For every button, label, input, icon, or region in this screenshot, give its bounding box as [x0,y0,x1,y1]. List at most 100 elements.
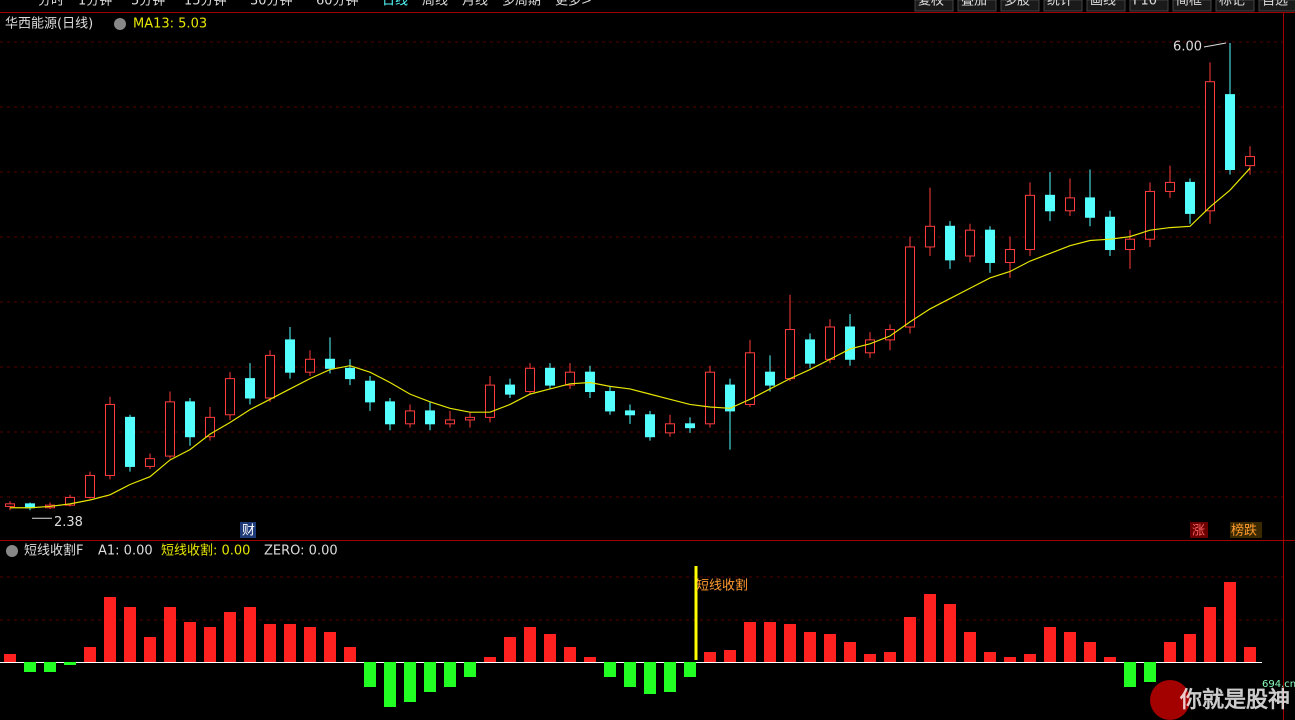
histogram-bar [164,607,176,662]
candle-body [805,339,815,364]
histogram-bar [624,662,636,687]
watermark: 你就是股神 [1179,687,1290,713]
max-arrow [1203,42,1227,48]
toolbar-button[interactable] [1129,0,1169,12]
candle-body [665,423,675,434]
toolbar-button[interactable] [914,0,954,12]
plot: 6.00 2.38 [4,39,1256,707]
histogram-bar [544,634,556,662]
candle-body [1205,81,1215,212]
candle-body [1225,94,1235,170]
candle-body [885,329,895,341]
candle-body [865,339,875,354]
candle-body [225,378,235,416]
tab[interactable]: 周线 [422,0,448,9]
badge[interactable]: 涨 [1192,524,1205,539]
histogram-bar [324,632,336,662]
candle-body [825,326,835,360]
toolbar-label[interactable]: 叠加 [961,0,987,9]
histogram-bar [144,637,156,662]
candle-body [365,380,375,403]
histogram-bar [604,662,616,677]
candle-body [1025,194,1035,251]
legend-entry: A1: 0.00 [98,544,153,559]
histogram-bar [44,662,56,672]
candle-body [965,229,975,257]
histogram-bar [264,624,276,662]
toolbar-button[interactable] [957,0,997,12]
toolbar-label[interactable]: F10 [1133,0,1157,9]
histogram-bar [1124,662,1136,687]
histogram-bar [404,662,416,702]
tab[interactable]: 日线 [382,0,408,9]
histogram-bar [564,647,576,662]
candle-body [185,401,195,438]
badge[interactable]: 榜跌 [1231,523,1257,539]
tab[interactable]: 60分钟 [316,0,359,9]
tab[interactable]: 分时 [38,0,64,9]
frame [0,12,1295,720]
candle-body [125,416,135,467]
histogram-bar [204,627,216,662]
candle-body [565,371,575,386]
candle-body [945,225,955,261]
histogram-bar [904,617,916,662]
toolbar-button[interactable] [1215,0,1255,12]
candle-body [625,410,635,416]
histogram-bar [504,637,516,662]
histogram-bar [184,622,196,662]
badge-bg [1230,522,1262,538]
watermark-site: 694.cn [1262,679,1295,690]
menu-icon[interactable] [6,545,18,557]
tab[interactable]: 15分钟 [184,0,227,9]
candle-body [65,496,75,506]
histogram-bar [944,604,956,662]
histogram-bar [344,647,356,662]
tab[interactable]: 更多> [555,0,592,9]
histogram-bar [244,607,256,662]
histogram-bar [724,650,736,662]
toolbar-label[interactable]: 简框 [1176,0,1202,9]
legend-entry: 短线收割: 0.00 [161,543,250,559]
histogram-bar [64,662,76,665]
candle-body [645,414,655,438]
histogram-bar [304,627,316,662]
toolbar-label[interactable]: 画线 [1090,0,1116,9]
candle-body [505,384,515,395]
tab[interactable]: 5分钟 [131,0,165,9]
toolbar-button[interactable] [1043,0,1083,12]
histogram-bar [1044,627,1056,662]
candle-body [985,229,995,263]
candle-body [285,339,295,373]
tab[interactable]: 月线 [462,0,488,9]
toolbar-label[interactable]: 复权 [918,0,944,9]
histogram-bar [824,634,836,662]
candle-body [325,358,335,369]
menu-icon[interactable] [114,18,126,30]
ma-label: MA13: 5.03 [133,17,207,32]
toolbar-button[interactable] [1000,0,1040,12]
toolbar-label[interactable]: 自选 [1262,0,1288,9]
toolbar-button[interactable] [1086,0,1126,12]
tab[interactable]: 1分钟 [78,0,112,9]
tab[interactable]: 30分钟 [250,0,293,9]
histogram-bar [1064,632,1076,662]
badge-bg [240,522,256,538]
candle-body [705,371,715,425]
legend-entry: ZERO: 0.00 [264,544,338,559]
badge[interactable]: 财 [242,524,255,539]
toolbar-button[interactable] [1172,0,1212,12]
candle-body [845,326,855,360]
candle-body [725,384,735,412]
candle-body [405,410,415,425]
tab[interactable]: 多周期 [502,0,541,9]
histogram-bar [104,597,116,662]
histogram-bar [1184,634,1196,662]
toolbar-label[interactable]: 多股 [1004,0,1030,9]
candle-body [1105,216,1115,251]
toolbar-button[interactable] [1258,0,1295,12]
histogram-bar [884,652,896,662]
toolbar-label[interactable]: 标记 [1219,0,1245,9]
toolbar-label[interactable]: 统计 [1047,0,1073,9]
